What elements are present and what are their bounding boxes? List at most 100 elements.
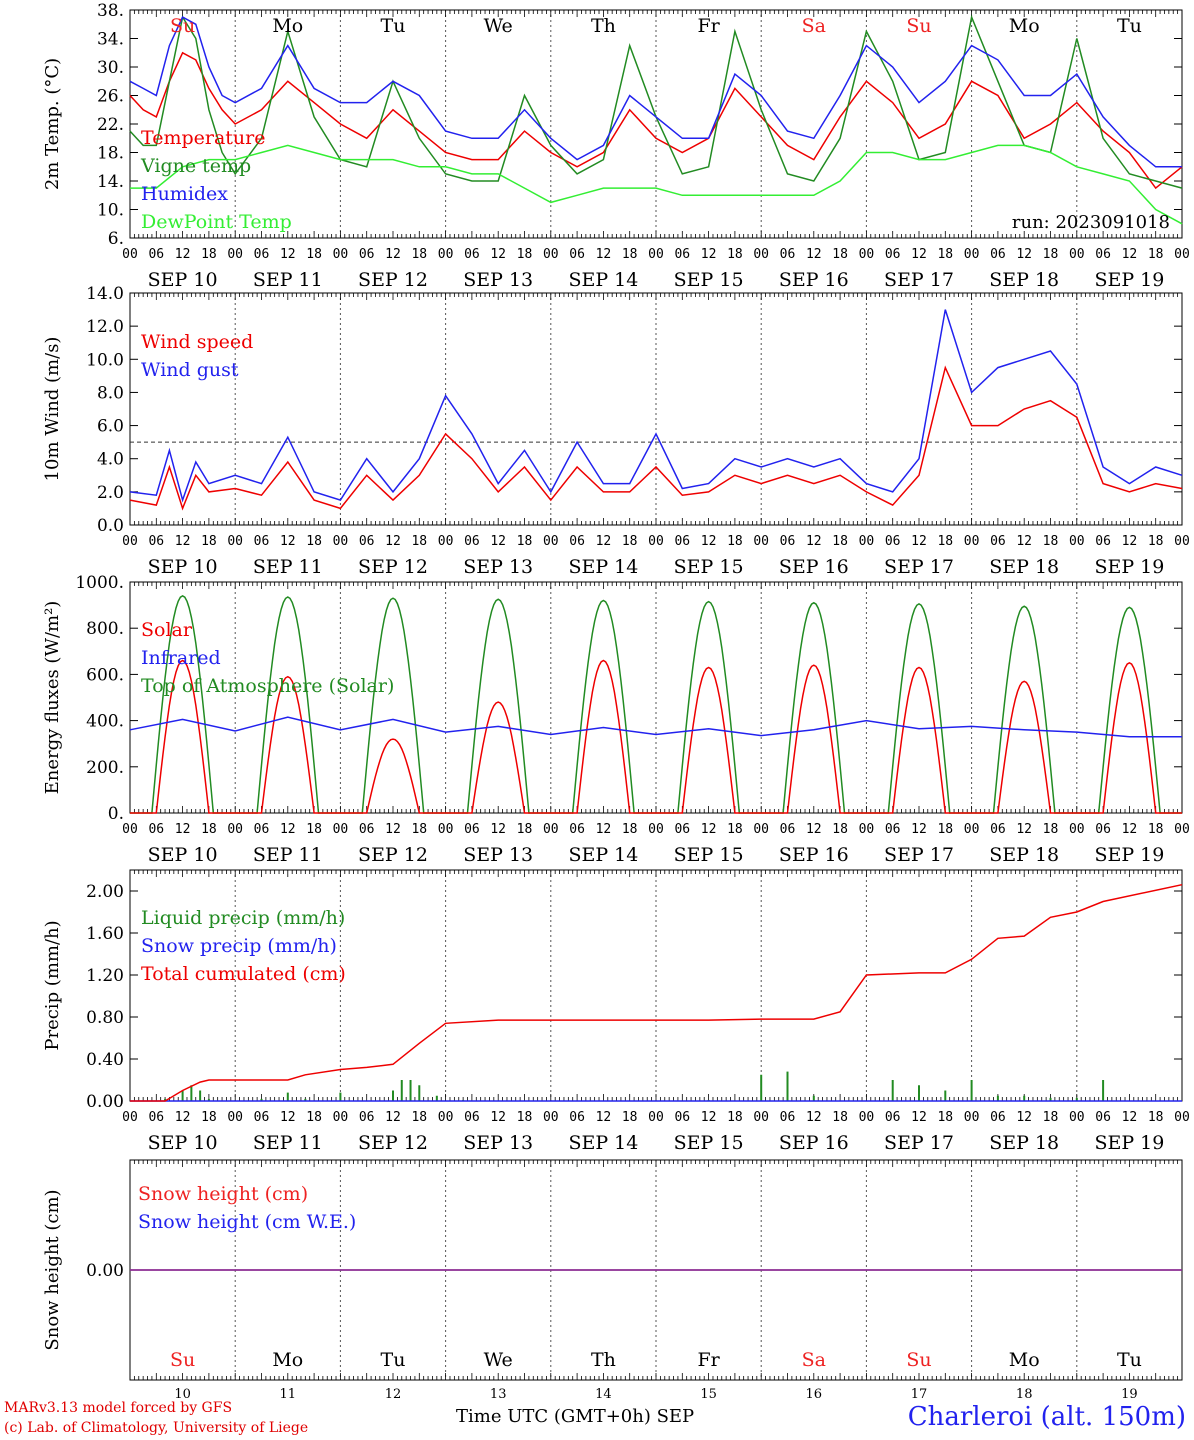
hour-tick-label: 06 xyxy=(1095,534,1111,549)
y-tick-label: 4.0 xyxy=(97,450,124,470)
hour-tick-label: 12 xyxy=(385,822,401,837)
hour-tick-label: 00 xyxy=(122,534,138,549)
y-tick-label: 200. xyxy=(86,758,124,778)
hour-tick-label: 06 xyxy=(780,1110,796,1125)
hour-tick-label: 18 xyxy=(517,534,533,549)
hour-tick-label: 06 xyxy=(780,822,796,837)
run-label: run: 2023091018 xyxy=(1012,212,1170,233)
series-vigne-temp xyxy=(129,14,1183,189)
day-name: Sa xyxy=(802,15,826,37)
hour-tick-label: 06 xyxy=(254,822,270,837)
hour-tick-label: 18 xyxy=(1043,534,1059,549)
series-solar-day xyxy=(761,664,867,814)
day-name: Mo xyxy=(1009,1349,1040,1371)
day-number: 14 xyxy=(595,1387,612,1402)
date-label: SEP 18 xyxy=(989,556,1059,578)
hour-tick-label: 06 xyxy=(1095,1110,1111,1125)
hour-tick-label: 00 xyxy=(648,1110,664,1125)
legend-entry: Snow height (cm W.E.) xyxy=(138,1211,356,1233)
series-dewpoint-temp xyxy=(130,144,1183,225)
hour-tick-label: 18 xyxy=(727,534,743,549)
date-label: SEP 11 xyxy=(253,269,323,291)
hour-tick-label: 06 xyxy=(674,534,690,549)
hour-tick-label: 12 xyxy=(701,534,717,549)
hour-tick-label: 18 xyxy=(411,1110,427,1125)
legend-entry: DewPoint Temp xyxy=(141,211,292,233)
hour-tick-label: 06 xyxy=(885,822,901,837)
legend-entry: Top of Atmosphere (Solar) xyxy=(141,675,394,697)
hour-tick-label: 12 xyxy=(806,822,822,837)
hour-tick-label: 12 xyxy=(175,822,191,837)
day-number: 18 xyxy=(1016,1387,1033,1402)
date-label: SEP 10 xyxy=(148,844,218,866)
series-solar-day xyxy=(340,738,446,814)
y-tick-label: 14.0 xyxy=(86,284,124,304)
day-number: 19 xyxy=(1121,1387,1138,1402)
y-tick-label: 18. xyxy=(97,144,124,164)
y-tick-label: 1000. xyxy=(75,573,124,593)
hour-tick-label: 06 xyxy=(464,822,480,837)
hour-tick-label: 06 xyxy=(359,534,375,549)
hour-tick-label: 06 xyxy=(885,534,901,549)
y-tick-label: 8.0 xyxy=(97,383,124,403)
hour-tick-label: 18 xyxy=(832,534,848,549)
hour-tick-label: 06 xyxy=(990,1110,1006,1125)
date-label: SEP 11 xyxy=(253,844,323,866)
series-solar-day xyxy=(866,666,972,814)
hour-tick-label: 06 xyxy=(464,1110,480,1125)
hour-tick-label: 00 xyxy=(543,534,559,549)
date-label: SEP 19 xyxy=(1094,844,1164,866)
credit-lab: (c) Lab. of Climatology, University of L… xyxy=(4,1420,309,1436)
y-axis-label: Energy fluxes (W/m²) xyxy=(42,601,63,795)
hour-tick-label: 06 xyxy=(990,534,1006,549)
y-tick-label: 14. xyxy=(97,172,124,192)
hour-tick-label: 18 xyxy=(201,1110,217,1125)
hour-tick-label: 18 xyxy=(306,822,322,837)
hour-tick-label: 00 xyxy=(438,534,454,549)
series-solar-day xyxy=(656,666,762,814)
date-label: SEP 19 xyxy=(1094,556,1164,578)
hour-tick-label: 00 xyxy=(333,822,349,837)
y-tick-label: 1.20 xyxy=(86,966,124,986)
hour-tick-label: 18 xyxy=(201,247,217,262)
hour-tick-label: 00 xyxy=(859,822,875,837)
date-label: SEP 17 xyxy=(884,844,954,866)
hour-tick-label: 12 xyxy=(701,1110,717,1125)
series-toa-day xyxy=(971,605,1077,814)
hour-tick-label: 12 xyxy=(701,247,717,262)
hour-tick-label: 06 xyxy=(359,822,375,837)
y-tick-label: 30. xyxy=(97,58,124,78)
hour-tick-label: 12 xyxy=(490,822,506,837)
legend-entry: Total cumulated (cm) xyxy=(141,963,346,985)
date-label: SEP 15 xyxy=(674,844,744,866)
hour-tick-label: 00 xyxy=(227,1110,243,1125)
hour-tick-label: 06 xyxy=(569,534,585,549)
series-solar-day xyxy=(1076,662,1182,814)
day-number: 12 xyxy=(385,1387,402,1402)
legend-entry: Infrared xyxy=(141,647,221,669)
hour-tick-label: 18 xyxy=(727,1110,743,1125)
date-label: SEP 17 xyxy=(884,1132,954,1154)
hour-tick-label: 00 xyxy=(1174,822,1190,837)
y-tick-label: 0.40 xyxy=(86,1050,124,1070)
legend-entry: Wind speed xyxy=(141,331,253,353)
series-solar-day xyxy=(235,675,341,814)
hour-tick-label: 18 xyxy=(622,1110,638,1125)
date-label: SEP 16 xyxy=(779,556,849,578)
hour-tick-label: 12 xyxy=(1122,1110,1138,1125)
hour-tick-label: 18 xyxy=(1148,822,1164,837)
hour-tick-label: 00 xyxy=(438,247,454,262)
hour-tick-label: 06 xyxy=(885,247,901,262)
hour-tick-label: 18 xyxy=(306,1110,322,1125)
day-name: Fr xyxy=(697,1349,720,1371)
hour-tick-label: 18 xyxy=(517,822,533,837)
hour-tick-label: 06 xyxy=(148,822,164,837)
date-label: SEP 12 xyxy=(358,269,428,291)
hour-tick-label: 18 xyxy=(832,1110,848,1125)
y-tick-label: 10. xyxy=(97,201,124,221)
y-tick-label: 12.0 xyxy=(86,317,124,337)
hour-tick-label: 18 xyxy=(622,247,638,262)
legend-entry: Humidex xyxy=(141,183,228,205)
hour-tick-label: 18 xyxy=(832,822,848,837)
day-name: Su xyxy=(906,1349,931,1371)
